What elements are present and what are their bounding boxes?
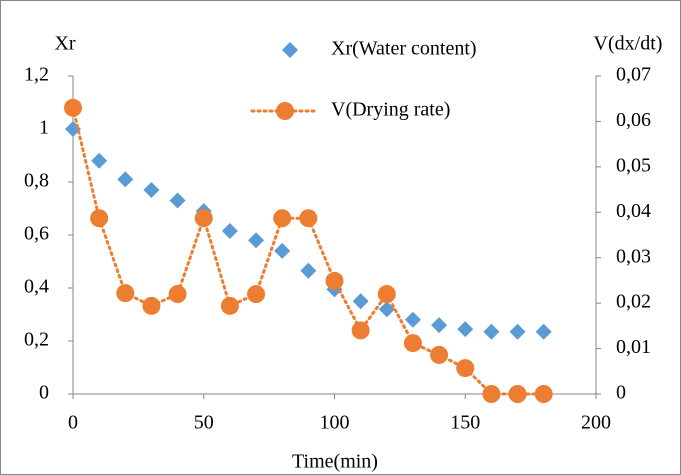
data-point [534,385,553,403]
data-point [299,209,318,228]
data-point [90,209,109,228]
y-tick-label: 1,2 [24,64,49,86]
x-tick-label: 150 [450,412,480,434]
data-point [403,334,422,353]
data-point [352,293,369,310]
x-tick-label: 200 [581,412,611,434]
data-point [273,209,292,228]
legend-label: V(Drying rate) [331,99,450,121]
data-point [482,385,501,403]
data-point [483,323,500,340]
legend-marker [282,42,298,58]
legend-label: Xr(Water content) [331,38,477,60]
data-point [535,323,552,340]
y-tick-label: 0,4 [24,276,49,298]
data-point [248,232,265,249]
data-point [116,284,135,303]
data-point [404,311,421,328]
y-tick-label: 0,6 [24,223,49,245]
data-point [142,296,161,315]
y-tick-label: 0,2 [24,329,49,351]
x-tick-label: 0 [68,412,78,434]
data-point [508,385,527,403]
data-point [143,181,160,198]
data-point [456,359,475,378]
x-axis-title: Time(min) [292,451,378,473]
data-point [221,223,238,240]
data-point [430,345,449,364]
data-point [91,152,108,169]
data-point [194,209,213,228]
data-point [300,262,317,279]
x-tick-label: 50 [194,412,214,434]
y-tick-label: 0,8 [24,170,49,192]
y2-tick-label: 0,02 [616,291,651,313]
data-point [457,321,474,338]
y-tick-label: 0 [39,382,49,404]
data-point [378,301,395,318]
data-point [509,323,526,340]
y2-tick-label: 0,03 [616,245,651,267]
y2-tick-label: 0,06 [616,109,651,131]
y2-tick-label: 0,05 [616,154,651,176]
y2-tick-label: 0,04 [616,200,651,222]
data-point [168,285,187,304]
x-tick-label: 100 [320,412,350,434]
y2-tick-label: 0,01 [616,336,651,358]
y2-tick-label: 0,07 [616,64,651,86]
data-point [431,317,448,334]
y-tick-label: 1 [39,117,49,139]
data-point [377,285,396,304]
data-point [220,296,239,315]
data-point [274,242,291,259]
y-axis-title: Xr [54,33,75,55]
legend-marker [276,102,294,120]
data-point [325,271,344,290]
data-point [351,321,370,340]
y2-tick-label: 0 [616,382,626,404]
y2-axis-title: V(dx/dt) [594,33,663,55]
data-point [64,98,82,117]
data-point [117,171,134,188]
data-point [247,285,266,304]
data-point [169,192,186,209]
